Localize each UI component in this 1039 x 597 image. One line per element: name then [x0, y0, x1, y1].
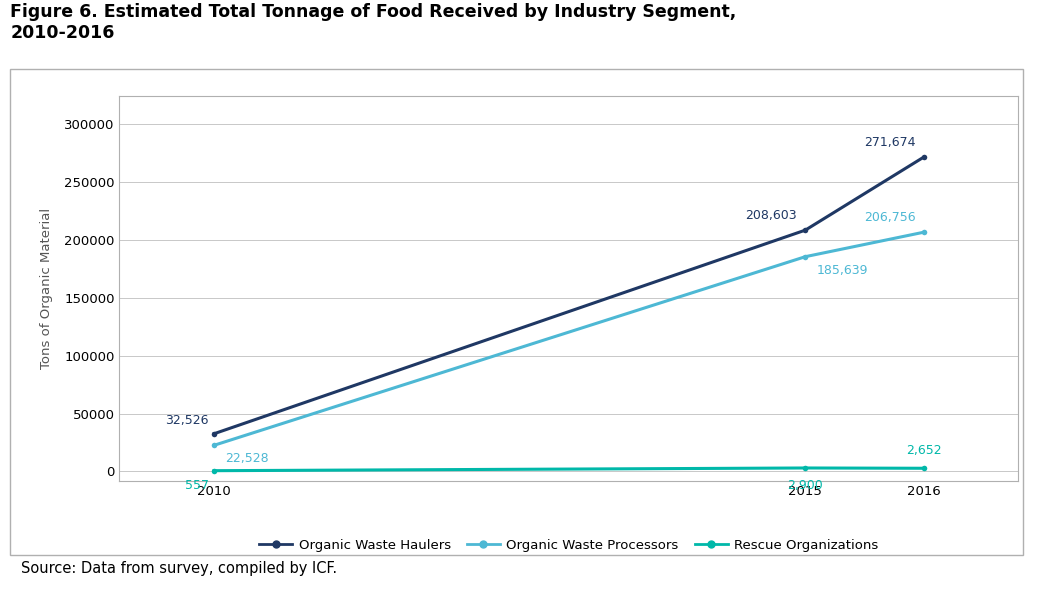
Text: 2,900: 2,900 — [788, 479, 823, 492]
Text: 2,652: 2,652 — [906, 444, 941, 457]
Text: Source: Data from survey, compiled by ICF.: Source: Data from survey, compiled by IC… — [21, 561, 337, 577]
Text: 271,674: 271,674 — [863, 136, 915, 149]
Text: 208,603: 208,603 — [745, 209, 797, 221]
Text: 557: 557 — [185, 479, 209, 492]
Text: 185,639: 185,639 — [817, 264, 868, 276]
Y-axis label: Tons of Organic Material: Tons of Organic Material — [41, 208, 53, 368]
Text: 22,528: 22,528 — [225, 453, 269, 465]
Text: 206,756: 206,756 — [863, 211, 915, 224]
Legend: Organic Waste Haulers, Organic Waste Processors, Rescue Organizations: Organic Waste Haulers, Organic Waste Pro… — [255, 533, 883, 557]
Text: Figure 6. Estimated Total Tonnage of Food Received by Industry Segment,
2010-201: Figure 6. Estimated Total Tonnage of Foo… — [10, 3, 737, 42]
Text: 32,526: 32,526 — [165, 414, 209, 427]
